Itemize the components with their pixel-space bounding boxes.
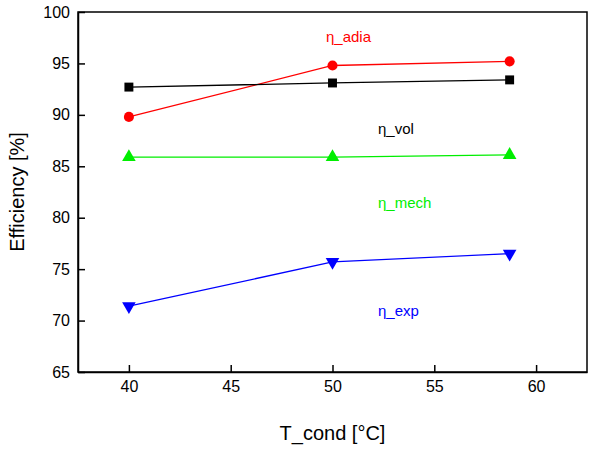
y-tick-label: 65	[52, 364, 70, 381]
y-tick: 70	[52, 312, 85, 329]
x-tick-mark	[129, 365, 131, 372]
series-line	[129, 254, 510, 306]
x-tick: 50	[324, 365, 342, 395]
series-marker	[124, 112, 134, 122]
y-tick: 75	[52, 261, 85, 278]
y-tick-mark	[78, 166, 85, 168]
series-line	[129, 155, 510, 157]
x-tick: 40	[121, 365, 139, 395]
y-tick-label: 75	[52, 261, 70, 278]
series-label: η_exp	[378, 302, 419, 319]
y-tick-mark	[78, 63, 85, 65]
x-tick-mark	[434, 365, 436, 372]
y-tick-label: 85	[52, 158, 70, 175]
x-tick-mark	[230, 365, 232, 372]
y-tick-mark	[78, 269, 85, 271]
series-marker	[124, 83, 133, 92]
x-tick: 45	[222, 365, 240, 395]
y-tick-mark	[78, 115, 85, 117]
series-marker	[122, 149, 136, 161]
series-marker	[327, 60, 337, 70]
series-label: η_adia	[326, 28, 372, 45]
x-tick-label: 60	[528, 378, 546, 395]
chart: 40 45 50 55 60 65 70 75 80 85 90 95 100 η_adia η_vol η_…	[0, 0, 615, 458]
series-line	[129, 80, 510, 87]
y-axis-title: Efficiency [%]	[6, 132, 28, 252]
x-tick-mark	[536, 365, 538, 372]
series-marker	[503, 147, 517, 159]
series-marker	[503, 250, 517, 262]
y-tick: 65	[52, 364, 85, 381]
y-axis: 65 70 75 80 85 90 95 100	[43, 4, 85, 381]
x-tick: 60	[528, 365, 546, 395]
series-label: η_mech	[378, 194, 431, 211]
y-tick: 90	[52, 106, 85, 123]
y-tick-label: 90	[52, 106, 70, 123]
x-tick: 55	[426, 365, 444, 395]
y-tick-mark	[78, 12, 85, 14]
series-marker	[326, 149, 340, 161]
y-tick: 85	[52, 158, 85, 175]
y-tick-label: 80	[52, 209, 70, 226]
x-tick-mark	[332, 365, 334, 372]
y-tick-label: 95	[52, 55, 70, 72]
y-tick-label: 70	[52, 312, 70, 329]
x-tick-label: 45	[222, 378, 240, 395]
series-label: η_vol	[378, 120, 414, 137]
x-tick-label: 40	[121, 378, 139, 395]
x-tick-label: 50	[324, 378, 342, 395]
y-tick-mark	[78, 372, 85, 374]
series-marker	[328, 78, 337, 87]
series-line	[129, 61, 510, 117]
y-tick: 80	[52, 209, 85, 226]
y-tick: 95	[52, 55, 85, 72]
series-marker	[505, 75, 514, 84]
y-tick-mark	[78, 320, 85, 322]
marks	[122, 56, 516, 314]
x-axis: 40 45 50 55 60	[79, 365, 588, 395]
x-tick-label: 55	[426, 378, 444, 395]
y-tick-label: 100	[43, 4, 70, 21]
plot-frame	[78, 12, 587, 372]
plot: 40 45 50 55 60 65 70 75 80 85 90 95 100 η_adia η_vol η_…	[43, 4, 587, 396]
series-marker	[505, 56, 515, 66]
x-axis-title: T_cond [°C]	[280, 422, 386, 445]
y-axis-line	[78, 13, 80, 373]
y-tick-mark	[78, 217, 85, 219]
series-marker	[326, 258, 340, 270]
y-tick: 100	[43, 4, 85, 21]
series-marker	[122, 302, 136, 314]
